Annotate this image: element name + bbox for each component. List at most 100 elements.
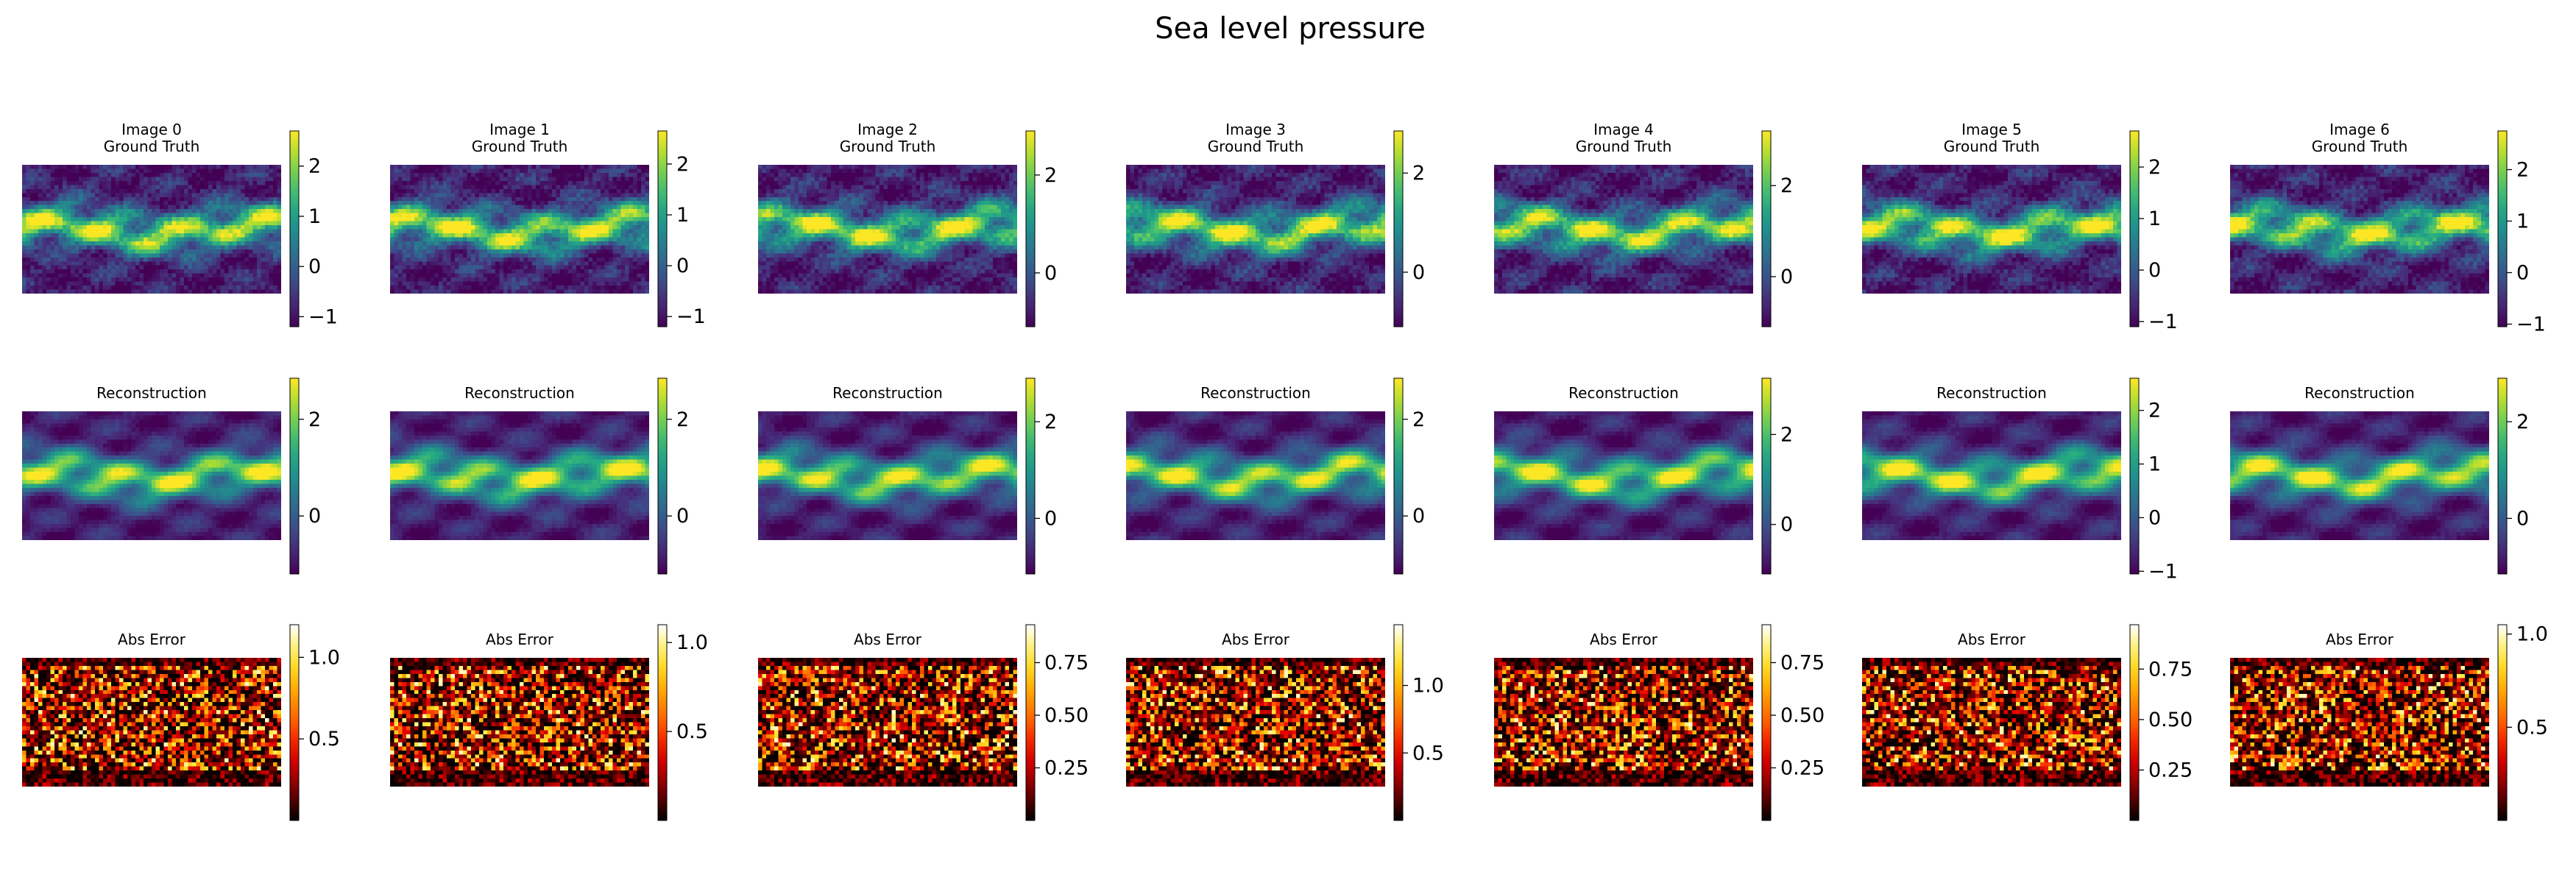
figure-title: Sea level pressure [1155, 12, 1426, 46]
panel-title: Reconstruction [464, 384, 575, 402]
colorbar-tick-label: 0.5 [676, 720, 708, 743]
heatmap-image [1862, 658, 2121, 787]
colorbar-tick-label: 0 [1044, 262, 1057, 285]
colorbar-tick-label: 0.75 [2148, 658, 2193, 681]
heatmap-image [758, 165, 1017, 294]
heatmap-image [1494, 165, 1753, 294]
colorbar-tick-label: 2 [1044, 411, 1057, 433]
heatmap-image [22, 658, 281, 787]
colorbar-tick-label: −1 [2148, 560, 2178, 583]
panel-reconstruction-1: Reconstruction 0 2 [390, 377, 689, 575]
colorbar [1761, 130, 1772, 327]
colorbar-tick-label: 0.25 [1780, 756, 1825, 779]
panel-reconstruction-4: Reconstruction 0 2 [1494, 377, 1793, 575]
colorbar-tick-label: 0 [1044, 507, 1057, 530]
colorbar-tick-label: 0.75 [1044, 651, 1089, 674]
panel-abs_error-5: Abs Error 0.25 0.50 0.75 [1862, 624, 2193, 821]
colorbar-tick-label: −1 [308, 305, 338, 328]
heatmap-image [2230, 165, 2489, 294]
colorbar-tick-label: 2 [2516, 411, 2529, 433]
colorbar-tick-label: 2 [308, 155, 321, 178]
colorbar-tick-label: 1 [308, 205, 321, 228]
colorbar-tick-label: 0 [1412, 505, 1425, 528]
colorbar-tick-label: 1 [2516, 210, 2529, 233]
panel-title: Ground Truth [1576, 138, 1672, 155]
panel-title: Abs Error [1590, 631, 1658, 648]
panel-title: Abs Error [1222, 631, 1290, 648]
colorbar [657, 377, 668, 575]
colorbar-tick-label: 2 [2516, 159, 2529, 182]
colorbar-tick-label: 0.5 [2516, 716, 2548, 739]
heatmap-image [758, 411, 1017, 540]
colorbar [289, 130, 300, 327]
colorbar [1025, 377, 1036, 575]
panel-title: Image 4 [1593, 121, 1654, 138]
colorbar-tick-label: 0 [2516, 507, 2529, 530]
colorbar [289, 624, 300, 821]
colorbar [289, 377, 300, 575]
colorbar [2497, 130, 2508, 327]
colorbar [1393, 130, 1404, 327]
heatmap-image [758, 658, 1017, 787]
heatmap-image [1126, 658, 1385, 787]
colorbar-tick-label: 1.0 [308, 646, 340, 669]
panel-title: Abs Error [2326, 631, 2394, 648]
colorbar-tick-label: 2 [1412, 162, 1425, 185]
panel-reconstruction-5: Reconstruction −1 0 1 2 [1862, 377, 2178, 583]
row-abs_error: Abs Error 0.5 1.0 Abs Error 0.5 1.0 Abs Error 0… [22, 623, 2548, 821]
colorbar-tick-label: 0.50 [1044, 704, 1089, 727]
colorbar [657, 624, 668, 821]
colorbar-tick-label: 0 [2148, 506, 2161, 529]
colorbar-tick-label: −1 [2516, 313, 2546, 336]
colorbar-tick-label: 2 [676, 153, 689, 176]
heatmap-image [2230, 411, 2489, 540]
colorbar-tick-label: −1 [2148, 311, 2178, 333]
panel-title: Reconstruction [2304, 384, 2415, 402]
panel-abs_error-1: Abs Error 0.5 1.0 [390, 624, 708, 821]
panel-title: Reconstruction [1200, 384, 1311, 402]
colorbar-tick-label: 0.75 [1780, 651, 1825, 674]
heatmap-image [22, 411, 281, 540]
panel-title: Abs Error [1958, 631, 2026, 648]
colorbar [1025, 624, 1036, 821]
colorbar-tick-label: 2 [676, 408, 689, 431]
colorbar [2129, 624, 2140, 821]
panel-title: Ground Truth [1208, 138, 1304, 155]
panel-title: Image 0 [121, 121, 182, 138]
colorbar-tick-label: 2 [1044, 164, 1057, 187]
colorbar [1025, 130, 1036, 327]
colorbar-tick-label: 0 [676, 505, 689, 528]
heatmap-image [1126, 165, 1385, 294]
colorbar-tick-label: 1 [2148, 208, 2161, 230]
heatmap-image [1126, 411, 1385, 540]
colorbar-tick-label: −1 [676, 305, 706, 328]
panel-abs_error-3: Abs Error 0.5 1.0 [1126, 624, 1444, 821]
colorbar [657, 130, 668, 327]
panel-reconstruction-6: Reconstruction 0 2 [2230, 377, 2529, 575]
colorbar-tick-label: 0 [1780, 266, 1793, 288]
colorbar-tick-label: 1.0 [676, 631, 708, 654]
panel-title: Image 3 [1225, 121, 1286, 138]
colorbar-tick-label: 0 [1412, 261, 1425, 284]
colorbar-tick-label: 0.50 [2148, 709, 2193, 731]
panel-abs_error-6: Abs Error 0.5 1.0 [2230, 623, 2548, 821]
colorbar-tick-label: 2 [1780, 174, 1793, 197]
colorbar-tick-label: 0.25 [2148, 759, 2193, 781]
colorbar-tick-label: 1 [676, 204, 689, 227]
heatmap-image [22, 165, 281, 294]
heatmap-image [390, 658, 649, 787]
panel-abs_error-4: Abs Error 0.25 0.50 0.75 [1494, 624, 1825, 821]
panel-title: Ground Truth [1944, 138, 2040, 155]
heatmap-image [2230, 658, 2489, 787]
colorbar-tick-label: 1 [2148, 453, 2161, 476]
panel-title: Image 6 [2329, 121, 2390, 138]
colorbar [1761, 377, 1772, 575]
colorbar-tick-label: 0 [1780, 514, 1793, 536]
colorbar-tick-label: 0.25 [1044, 756, 1089, 779]
